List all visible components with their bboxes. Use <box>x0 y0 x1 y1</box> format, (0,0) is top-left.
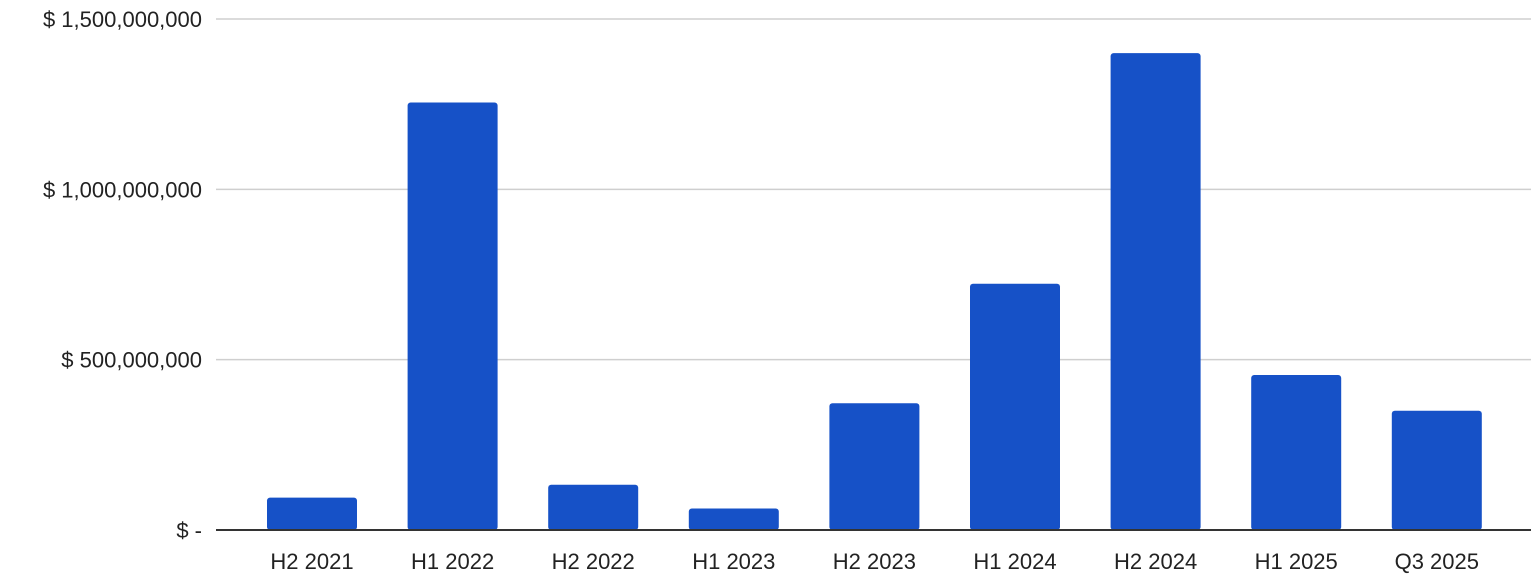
x-tick-label: H2 2023 <box>833 549 916 574</box>
bar <box>1391 410 1482 530</box>
x-tick-label: H1 2023 <box>692 549 775 574</box>
y-tick-label: $ - <box>176 518 202 543</box>
bar <box>829 403 920 530</box>
x-tick-label: H2 2021 <box>270 549 353 574</box>
bar <box>267 497 357 530</box>
x-tick-label: H2 2024 <box>1114 549 1197 574</box>
bar <box>1251 374 1342 530</box>
x-tick-label: Q3 2025 <box>1395 549 1479 574</box>
bar <box>688 508 779 530</box>
bar <box>548 484 639 530</box>
bar <box>1110 53 1201 531</box>
x-tick-label: H1 2025 <box>1255 549 1338 574</box>
bar <box>970 283 1060 530</box>
x-tick-label: H1 2024 <box>973 549 1056 574</box>
x-tick-label: H2 2022 <box>552 549 635 574</box>
y-tick-label: $ 1,000,000,000 <box>43 177 202 202</box>
x-tick-label: H1 2022 <box>411 549 494 574</box>
y-tick-label: $ 1,500,000,000 <box>43 7 202 32</box>
y-tick-label: $ 500,000,000 <box>61 348 202 373</box>
x-axis-tick-labels: H2 2021 H1 2022 H2 2022 H1 2023 H2 2023 H1 20… <box>270 549 1479 574</box>
y-axis-tick-labels: $ - $ 500,000,000 $ 1,000,000,000 $ 1,500,0… <box>43 7 202 543</box>
bars <box>267 53 1482 531</box>
bar <box>407 102 498 531</box>
